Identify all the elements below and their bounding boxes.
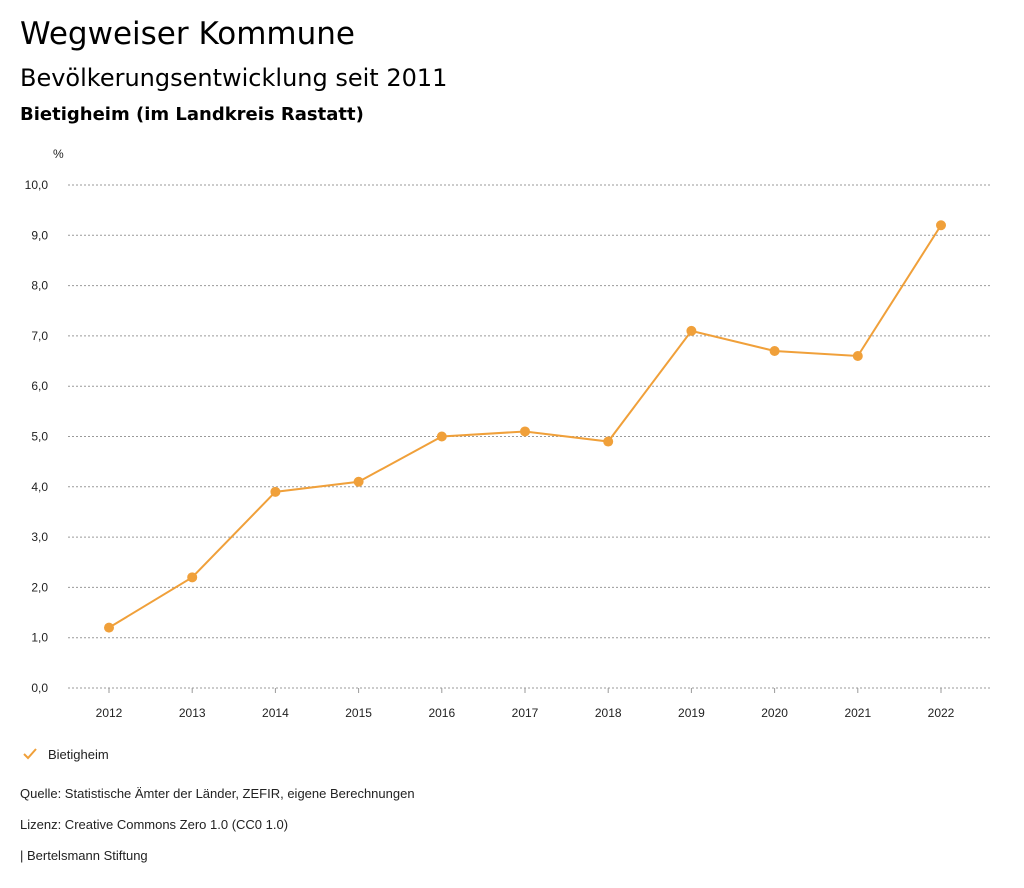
region-label: Bietigheim (im Landkreis Rastatt) xyxy=(20,104,364,125)
y-tick-label: 9,0 xyxy=(31,228,48,242)
x-tick-label: 2015 xyxy=(345,706,372,720)
data-point xyxy=(520,426,530,437)
page-title: Wegweiser Kommune xyxy=(20,16,355,52)
source-note: Quelle: Statistische Ämter der Länder, Z… xyxy=(20,786,415,801)
y-tick-label: 3,0 xyxy=(31,530,48,544)
x-tick-label: 2017 xyxy=(512,706,539,720)
data-point xyxy=(852,351,863,362)
y-axis-unit-label: % xyxy=(53,147,64,161)
data-point xyxy=(270,486,281,497)
data-point xyxy=(436,431,447,442)
data-point xyxy=(936,220,946,231)
data-point xyxy=(686,325,697,336)
data-point xyxy=(769,345,780,356)
y-tick-label: 10,0 xyxy=(25,178,49,192)
y-tick-label: 2,0 xyxy=(31,580,48,594)
legend[interactable]: Bietigheim xyxy=(22,746,109,762)
x-tick-label: 2018 xyxy=(595,706,622,720)
check-icon xyxy=(23,748,37,760)
x-tick-label: 2014 xyxy=(262,706,289,720)
data-point xyxy=(353,476,364,487)
data-point xyxy=(187,572,198,583)
x-tick-label: 2012 xyxy=(96,706,123,720)
x-tick-label: 2019 xyxy=(678,706,705,720)
data-point xyxy=(104,622,114,633)
x-tick-label: 2021 xyxy=(844,706,871,720)
y-tick-label: 5,0 xyxy=(31,430,48,444)
legend-label: Bietigheim xyxy=(48,746,109,762)
y-tick-label: 6,0 xyxy=(31,379,48,393)
y-tick-label: 8,0 xyxy=(31,279,48,293)
line-chart: % 0,0 1,0 2,0 3,0 4,0 5,0 6,0 7,0 8,0 9,0 10,0 201… xyxy=(25,147,990,720)
chart-subtitle: Bevölkerungsentwicklung seit 2011 xyxy=(20,64,448,92)
y-tick-label: 0,0 xyxy=(31,681,48,695)
data-point xyxy=(603,436,614,447)
license-note: Lizenz: Creative Commons Zero 1.0 (CC0 1… xyxy=(20,817,289,832)
x-tick-label: 2016 xyxy=(428,706,455,720)
publisher-note: | Bertelsmann Stiftung xyxy=(20,848,148,863)
y-tick-label: 7,0 xyxy=(31,329,48,343)
x-tick-label: 2013 xyxy=(179,706,206,720)
y-tick-label: 1,0 xyxy=(31,631,48,645)
x-tick-label: 2020 xyxy=(761,706,788,720)
y-tick-label: 4,0 xyxy=(31,480,48,494)
x-tick-label: 2022 xyxy=(928,706,955,720)
